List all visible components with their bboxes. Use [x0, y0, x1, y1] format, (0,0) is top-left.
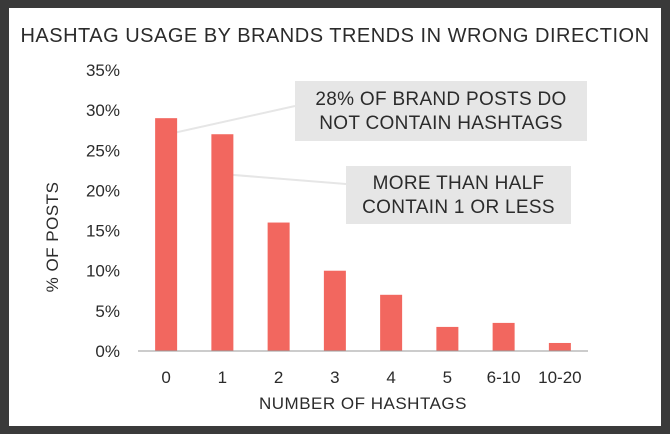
x-tick-label: 0: [161, 368, 170, 387]
y-tick-label: 35%: [86, 61, 120, 80]
y-axis-title: % OF POSTS: [43, 182, 62, 293]
x-tick-label: 5: [443, 368, 452, 387]
bar-chart: 0% 5% 10% 15% 20% 25% 30% 35% 0 1 2 3 4 5 6-10 10-20 N…: [43, 61, 588, 413]
y-tick-label: 10%: [86, 262, 120, 281]
annotation-line: 28% OF BRAND POSTS DO: [315, 89, 567, 110]
annotation-no-hashtags: 28% OF BRAND POSTS DO NOT CONTAIN HASHTA…: [295, 81, 587, 141]
bar: [548, 342, 571, 351]
bar: [492, 322, 515, 351]
y-tick-label: 25%: [86, 141, 120, 160]
x-tick-label: 1: [218, 368, 227, 387]
x-tick-label: 4: [386, 368, 395, 387]
y-tick-label: 0%: [95, 342, 120, 361]
bar: [380, 294, 403, 351]
y-tick-label: 20%: [86, 181, 120, 200]
y-tick-label: 5%: [95, 302, 120, 321]
bar: [323, 270, 346, 351]
annotation-half-or-less: MORE THAN HALF CONTAIN 1 OR LESS: [346, 166, 571, 224]
y-tick-label: 15%: [86, 222, 120, 241]
chart-title: HASHTAG USAGE BY BRANDS TRENDS IN WRONG …: [20, 25, 650, 47]
x-tick-label: 3: [330, 368, 339, 387]
annotation-leader-line: [224, 173, 347, 185]
bar: [211, 134, 234, 351]
bar: [155, 118, 178, 352]
x-axis-title: NUMBER OF HASHTAGS: [259, 394, 467, 413]
annotation-line: CONTAIN 1 OR LESS: [362, 197, 555, 218]
y-tick-label: 30%: [86, 101, 120, 120]
bar: [436, 326, 459, 351]
annotation-line: NOT CONTAIN HASHTAGS: [319, 113, 563, 134]
chart-frame: HASHTAG USAGE BY BRANDS TRENDS IN WRONG …: [9, 8, 661, 426]
annotation-line: MORE THAN HALF: [372, 173, 545, 194]
x-tick-label: 10-20: [538, 368, 581, 387]
x-tick-label: 2: [274, 368, 283, 387]
annotation-leader-line: [167, 105, 296, 136]
bar: [267, 222, 290, 351]
x-tick-label: 6-10: [487, 368, 521, 387]
